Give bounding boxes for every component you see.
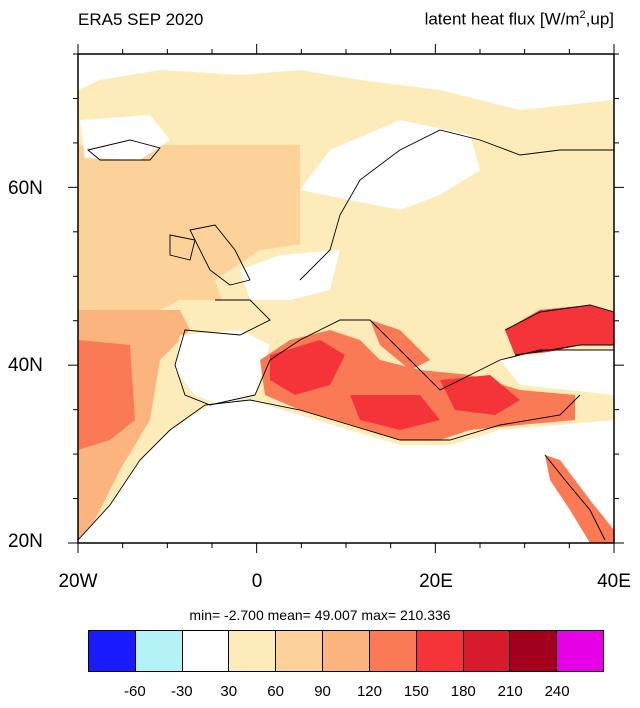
colorbar-label: 180 bbox=[450, 683, 476, 700]
colorbar-box bbox=[510, 631, 558, 671]
field-black-sea bbox=[505, 305, 614, 355]
colorbar bbox=[88, 630, 604, 672]
colorbar-box bbox=[89, 631, 136, 671]
colorbar-label: -30 bbox=[170, 683, 193, 700]
colorbar-label: 90 bbox=[314, 683, 331, 700]
field-aegean-high bbox=[440, 375, 520, 415]
colorbar-box bbox=[182, 631, 230, 671]
colorbar-box bbox=[276, 631, 324, 671]
field-anatolia-low bbox=[500, 350, 614, 395]
field-scandinavia-low bbox=[300, 120, 480, 210]
coastlines bbox=[78, 129, 614, 541]
colorbar-label: 210 bbox=[497, 683, 523, 700]
map-title: ERA5 SEP 2020 bbox=[78, 10, 204, 29]
field-arctic-low bbox=[78, 54, 614, 110]
lat-label-60n: 60N bbox=[8, 178, 43, 199]
field-atlantic-core bbox=[78, 340, 135, 450]
lat-label-40n: 40N bbox=[8, 355, 43, 376]
colorbar-box bbox=[229, 631, 277, 671]
colorbar-box bbox=[463, 631, 511, 671]
field-balearic-high bbox=[270, 340, 345, 395]
colorbar-label: 120 bbox=[356, 683, 382, 700]
colorbar-box bbox=[557, 631, 603, 671]
lat-label-20n: 20N bbox=[8, 531, 43, 552]
colorbar-box bbox=[369, 631, 417, 671]
map-plot bbox=[68, 44, 624, 553]
colorbar-label: 60 bbox=[267, 683, 284, 700]
lon-label-0: 0 bbox=[251, 571, 263, 592]
field-central-med-high bbox=[350, 395, 440, 430]
field-france-low bbox=[240, 250, 340, 300]
field-iceland-low bbox=[80, 115, 170, 160]
field-statistics: min= -2.700 mean= 49.007 max= 210.336 bbox=[189, 607, 451, 623]
flux-field bbox=[78, 54, 614, 543]
variable-title: latent heat flux [W/m2,up] bbox=[424, 9, 614, 29]
field-iberia-low bbox=[175, 330, 270, 405]
field-sahara-low bbox=[78, 400, 614, 543]
colorbar-label: 240 bbox=[544, 683, 570, 700]
lon-label-40e: 40E bbox=[597, 571, 631, 592]
axis-ticks bbox=[68, 44, 624, 553]
colorbar-box bbox=[135, 631, 183, 671]
colorbar-label: -60 bbox=[124, 683, 146, 700]
lon-label-20w: 20W bbox=[58, 571, 98, 592]
colorbar-label: 30 bbox=[220, 683, 238, 700]
lon-label-20e: 20E bbox=[419, 571, 453, 592]
colorbar-box bbox=[416, 631, 464, 671]
field-adriatic bbox=[370, 320, 430, 370]
colorbar-label: 150 bbox=[403, 683, 429, 700]
colorbar-box bbox=[323, 631, 370, 671]
